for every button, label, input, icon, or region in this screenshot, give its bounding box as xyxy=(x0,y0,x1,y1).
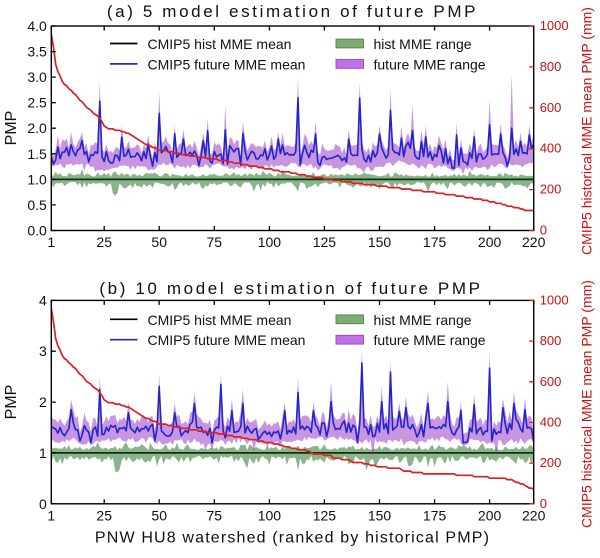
svg-text:(a) 5 model estimation of futu: (a) 5 model estimation of future PMP xyxy=(107,2,478,21)
svg-text:800: 800 xyxy=(540,59,562,74)
svg-text:(b) 10 model estimation of fut: (b) 10 model estimation of future PMP xyxy=(99,279,482,298)
svg-text:CMIP5 historical MME mean PMP: CMIP5 historical MME mean PMP (mm) xyxy=(579,7,595,255)
svg-text:200: 200 xyxy=(540,182,562,197)
svg-text:125: 125 xyxy=(313,508,337,524)
svg-text:1.0: 1.0 xyxy=(27,171,47,187)
svg-text:1000: 1000 xyxy=(540,18,569,33)
svg-text:50: 50 xyxy=(151,234,167,250)
svg-text:CMIP5 future MME mean: CMIP5 future MME mean xyxy=(148,332,306,348)
svg-text:400: 400 xyxy=(540,414,562,429)
svg-text:50: 50 xyxy=(151,508,167,524)
svg-text:200: 200 xyxy=(478,234,502,250)
svg-text:25: 25 xyxy=(96,234,112,250)
svg-text:1.5: 1.5 xyxy=(27,146,47,162)
svg-text:hist MME range: hist MME range xyxy=(374,312,472,328)
svg-text:75: 75 xyxy=(207,508,223,524)
svg-text:125: 125 xyxy=(313,234,337,250)
svg-text:2.5: 2.5 xyxy=(27,95,47,111)
svg-text:0: 0 xyxy=(540,496,547,511)
svg-text:1000: 1000 xyxy=(540,292,569,307)
svg-text:3.5: 3.5 xyxy=(27,44,47,60)
svg-text:75: 75 xyxy=(207,234,223,250)
svg-text:CMIP5 historical MME mean PMP: CMIP5 historical MME mean PMP (mm) xyxy=(579,280,595,528)
svg-text:220: 220 xyxy=(522,508,546,524)
svg-text:CMIP5 future MME mean: CMIP5 future MME mean xyxy=(148,56,306,72)
svg-text:1: 1 xyxy=(47,508,55,524)
svg-text:175: 175 xyxy=(423,508,447,524)
svg-text:100: 100 xyxy=(258,234,282,250)
svg-text:future MME range: future MME range xyxy=(374,56,486,72)
svg-text:100: 100 xyxy=(258,508,282,524)
svg-text:25: 25 xyxy=(96,508,112,524)
svg-text:hist MME range: hist MME range xyxy=(374,36,472,52)
svg-text:PNW HU8 watershed (ranked by h: PNW HU8 watershed (ranked by historical … xyxy=(95,530,490,547)
svg-text:4.0: 4.0 xyxy=(27,18,47,34)
svg-text:600: 600 xyxy=(540,100,562,115)
svg-text:0.0: 0.0 xyxy=(27,223,47,239)
svg-text:220: 220 xyxy=(522,234,546,250)
svg-text:2.0: 2.0 xyxy=(27,120,47,136)
svg-text:2: 2 xyxy=(39,394,47,410)
svg-text:3: 3 xyxy=(39,343,47,359)
svg-text:0: 0 xyxy=(39,496,47,512)
svg-text:PMP: PMP xyxy=(3,385,20,420)
svg-text:175: 175 xyxy=(423,234,447,250)
svg-text:3.0: 3.0 xyxy=(27,69,47,85)
svg-text:CMIP5 hist MME mean: CMIP5 hist MME mean xyxy=(148,36,292,52)
svg-text:0.5: 0.5 xyxy=(27,197,47,213)
svg-text:CMIP5 hist MME mean: CMIP5 hist MME mean xyxy=(148,312,292,328)
svg-text:future MME range: future MME range xyxy=(374,332,486,348)
svg-text:150: 150 xyxy=(368,234,392,250)
svg-text:150: 150 xyxy=(368,508,392,524)
svg-text:4: 4 xyxy=(39,292,47,308)
svg-text:1: 1 xyxy=(39,445,47,461)
svg-text:200: 200 xyxy=(478,508,502,524)
svg-text:400: 400 xyxy=(540,141,562,156)
svg-text:600: 600 xyxy=(540,374,562,389)
svg-text:200: 200 xyxy=(540,455,562,470)
svg-text:0: 0 xyxy=(540,223,547,238)
svg-text:1: 1 xyxy=(47,234,55,250)
svg-text:800: 800 xyxy=(540,333,562,348)
svg-text:PMP: PMP xyxy=(3,111,20,146)
